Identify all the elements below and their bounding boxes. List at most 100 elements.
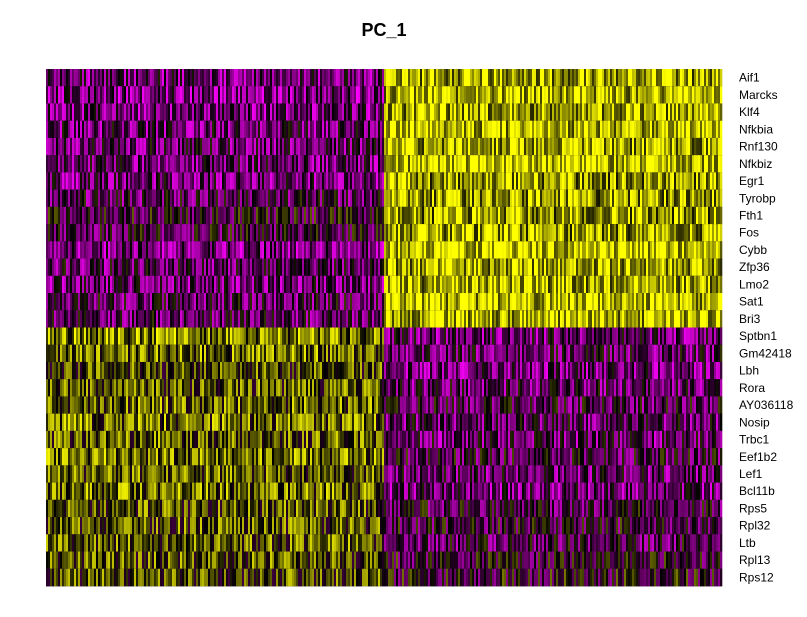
heatmap-cell (84, 206, 87, 225)
heatmap-cell (522, 172, 525, 190)
heatmap-cell (172, 293, 175, 311)
heatmap-cell (132, 155, 135, 173)
heatmap-cell (436, 172, 439, 190)
heatmap-cell (72, 293, 75, 311)
heatmap-cell (490, 69, 493, 87)
heatmap-cell (300, 69, 303, 87)
heatmap-cell (80, 86, 83, 104)
heatmap-cell (552, 137, 555, 156)
heatmap-cell (572, 155, 575, 173)
heatmap-cell (496, 310, 499, 328)
heatmap-cell (254, 310, 257, 328)
heatmap-cell (166, 293, 169, 311)
heatmap-cell (578, 155, 581, 173)
heatmap-cell (486, 155, 489, 173)
heatmap-cell (614, 224, 617, 242)
heatmap-cell (128, 241, 131, 259)
heatmap-cell (446, 275, 449, 294)
heatmap-cell (600, 293, 603, 311)
heatmap-cell (454, 224, 457, 242)
heatmap-cell (60, 293, 63, 311)
heatmap-cell (122, 293, 125, 311)
heatmap-cell (142, 189, 145, 208)
heatmap-cell (648, 103, 651, 121)
heatmap-cell (698, 189, 701, 208)
heatmap-cell (632, 258, 635, 277)
heatmap-cell (550, 224, 553, 242)
heatmap-cell (288, 120, 291, 139)
heatmap-cell (384, 275, 387, 294)
heatmap-cell (538, 172, 541, 190)
heatmap-cell (602, 172, 605, 190)
heatmap-cell (524, 189, 527, 208)
heatmap-cell (194, 310, 197, 328)
heatmap-cell (660, 293, 663, 311)
heatmap-cell (504, 86, 507, 104)
heatmap-cell (408, 206, 411, 225)
heatmap-cell (88, 120, 91, 139)
heatmap-cell (52, 258, 55, 277)
heatmap-cell (264, 275, 267, 294)
heatmap-cell (494, 103, 497, 121)
heatmap-cell (242, 120, 245, 139)
heatmap-cell (718, 69, 721, 87)
heatmap-cell (466, 241, 469, 259)
heatmap-cell (126, 137, 129, 156)
heatmap-cell (578, 69, 581, 87)
heatmap-cell (676, 103, 679, 121)
heatmap-cell (558, 120, 561, 139)
heatmap-cell (406, 172, 409, 190)
heatmap-cell (268, 293, 271, 311)
heatmap-cell (342, 258, 345, 277)
heatmap-cell (414, 241, 417, 259)
heatmap-cell (312, 137, 315, 156)
heatmap-cell (326, 189, 329, 208)
heatmap-cell (482, 275, 485, 294)
heatmap-cell (294, 137, 297, 156)
heatmap-cell (104, 310, 107, 328)
heatmap-cell (120, 224, 123, 242)
heatmap-cell (90, 86, 93, 104)
heatmap-cell (280, 310, 283, 328)
heatmap-cell (400, 103, 403, 121)
heatmap-cell (520, 206, 523, 225)
heatmap-cell (506, 137, 509, 156)
heatmap-cell (282, 137, 285, 156)
heatmap-cell (410, 137, 413, 156)
heatmap-cell (648, 275, 651, 294)
heatmap-cell (664, 172, 667, 190)
heatmap-cell (588, 86, 591, 104)
heatmap-cell (136, 189, 139, 208)
heatmap-cell (48, 172, 51, 190)
heatmap-cell (466, 155, 469, 173)
heatmap-cell (682, 189, 685, 208)
heatmap-cell (500, 69, 503, 87)
heatmap-cell (688, 120, 691, 139)
heatmap-cell (262, 103, 265, 121)
heatmap-cell (236, 86, 239, 104)
heatmap-cell (472, 275, 475, 294)
heatmap-cell (572, 172, 575, 190)
heatmap-cell (104, 120, 107, 139)
heatmap-cell (412, 258, 415, 277)
heatmap-cell (626, 155, 629, 173)
heatmap-cell (250, 86, 253, 104)
heatmap-cell (516, 120, 519, 139)
heatmap-cell (406, 241, 409, 259)
heatmap-cell (278, 120, 281, 139)
heatmap-cell (410, 310, 413, 328)
heatmap-cell (646, 120, 649, 139)
heatmap-cell (586, 293, 589, 311)
heatmap-cell (670, 206, 673, 225)
heatmap-cell (396, 293, 399, 311)
heatmap-cell (308, 206, 311, 225)
heatmap-cell (142, 103, 145, 121)
heatmap-cell (204, 224, 207, 242)
heatmap-cell (496, 120, 499, 139)
heatmap-cell (126, 275, 129, 294)
heatmap-cell (278, 189, 281, 208)
heatmap-cell (66, 155, 69, 173)
heatmap-cell (452, 241, 455, 259)
heatmap-cell (190, 137, 193, 156)
heatmap-cell (242, 293, 245, 311)
